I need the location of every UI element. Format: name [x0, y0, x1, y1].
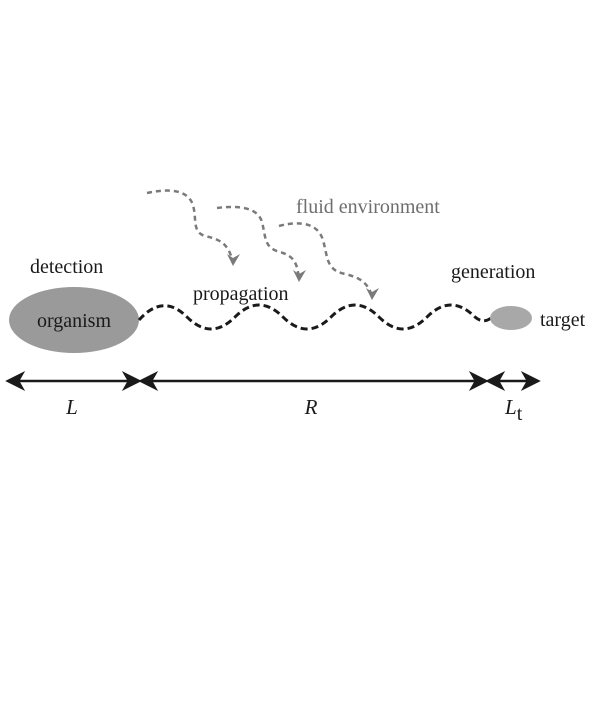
- scale-R-left-head: [138, 371, 159, 391]
- fluid-arrow-head-1: [227, 254, 240, 266]
- detection-label: detection: [30, 256, 103, 278]
- scale-R-right-head: [468, 371, 489, 391]
- scale-L-left-head: [5, 371, 26, 391]
- organism-label: organism: [37, 310, 112, 332]
- fluid-arrow-3: [278, 222, 374, 297]
- target-label: target: [540, 309, 586, 331]
- fluid-arrow-2: [216, 205, 301, 279]
- signal-wave: [137, 303, 492, 331]
- scale-Lt-left-head: [485, 371, 506, 391]
- fluid-arrow-head-3: [366, 288, 379, 300]
- generation-label: generation: [451, 261, 535, 283]
- fluid-arrow-1: [146, 189, 235, 263]
- scale-Lt-label: Lt: [504, 395, 523, 425]
- propagation-label: propagation: [193, 283, 289, 305]
- scale-Lt-right-head: [520, 371, 541, 391]
- target-ellipse: [490, 306, 532, 330]
- scale-arrows: [5, 371, 541, 391]
- scale-Lt-subscript: t: [517, 403, 523, 425]
- scale-L-label: L: [65, 395, 78, 419]
- scale-R-label: R: [304, 395, 318, 419]
- scale-Lt-base: L: [504, 395, 517, 419]
- fluid-arrow-head-2: [293, 270, 306, 282]
- scale-L-right-head: [121, 371, 142, 391]
- fluid-environment-label: fluid environment: [296, 196, 440, 218]
- organism-ellipse: [9, 287, 139, 353]
- fluid-environment-arrows: [146, 189, 374, 297]
